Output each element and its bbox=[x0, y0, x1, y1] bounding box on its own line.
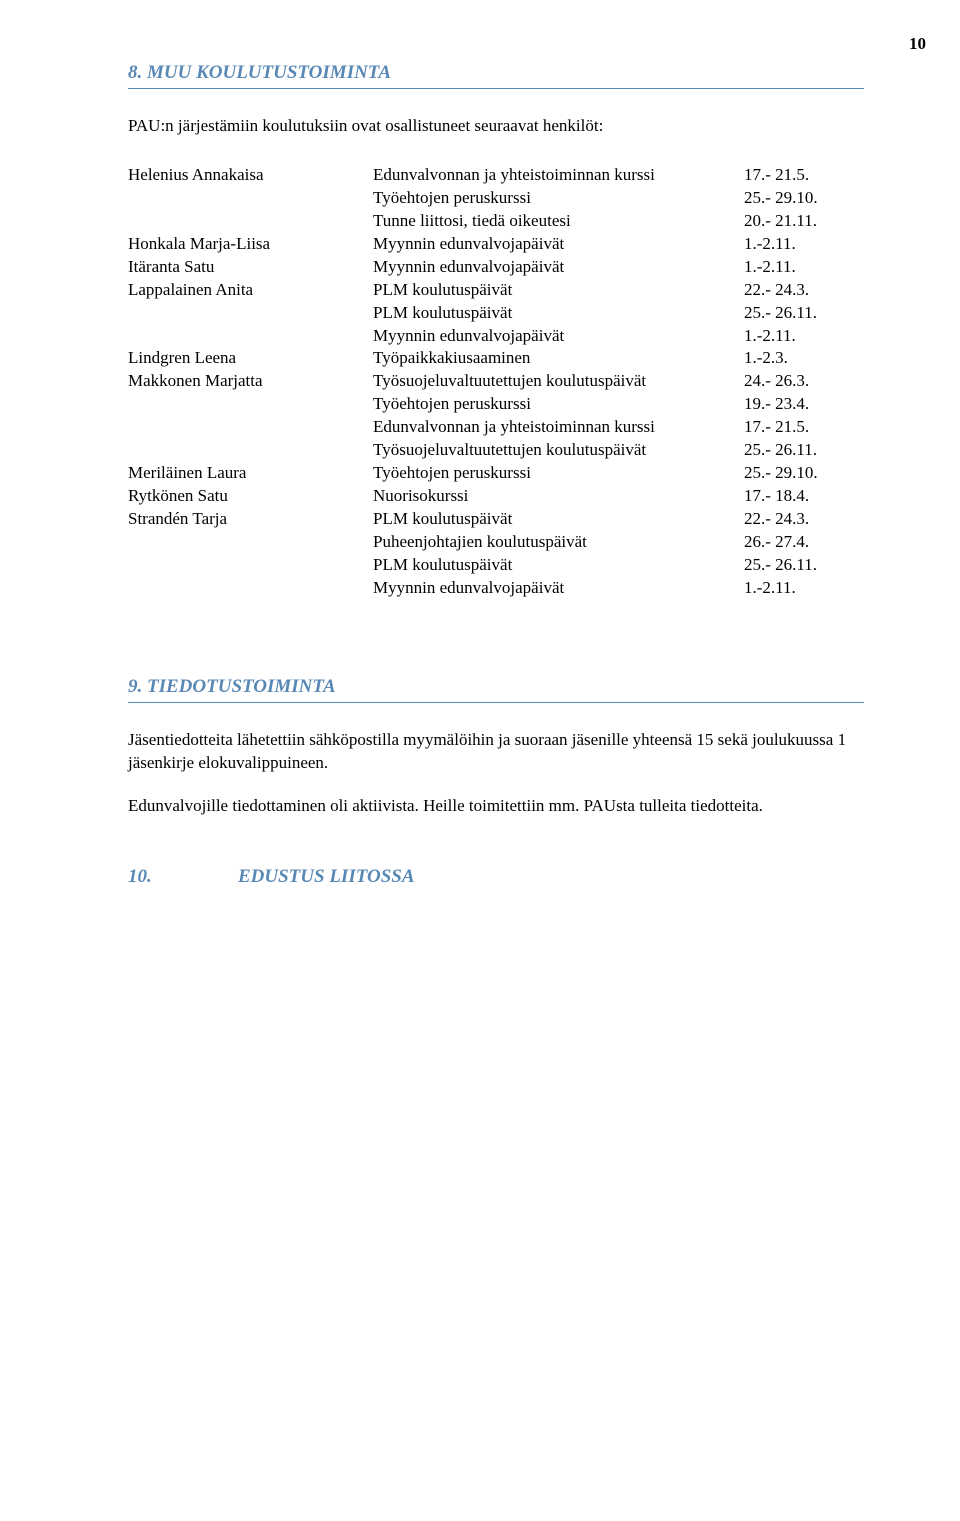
cell-event: Edunvalvonnan ja yhteistoiminnan kurssi bbox=[373, 416, 744, 439]
cell-name: Rytkönen Satu bbox=[128, 485, 373, 508]
section10-title: EDUSTUS LIITOSSA bbox=[238, 866, 415, 887]
cell-date: 20.- 21.11. bbox=[744, 210, 864, 233]
cell-name bbox=[128, 210, 373, 233]
training-table: Helenius AnnakaisaEdunvalvonnan ja yhtei… bbox=[128, 164, 864, 600]
cell-name bbox=[128, 393, 373, 416]
section8-heading: 8. MUU KOULUTUSTOIMINTA bbox=[128, 34, 864, 84]
cell-date: 26.- 27.4. bbox=[744, 531, 864, 554]
cell-name bbox=[128, 187, 373, 210]
cell-date: 25.- 29.10. bbox=[744, 462, 864, 485]
cell-date: 22.- 24.3. bbox=[744, 279, 864, 302]
page-number: 10 bbox=[909, 34, 926, 54]
cell-date: 25.- 26.11. bbox=[744, 554, 864, 577]
section10-number: 10. bbox=[128, 866, 238, 888]
cell-event: Työehtojen peruskurssi bbox=[373, 393, 744, 416]
section9-para2: Edunvalvojille tiedottaminen oli aktiivi… bbox=[128, 795, 864, 818]
cell-name: Helenius Annakaisa bbox=[128, 164, 373, 187]
cell-event: PLM koulutuspäivät bbox=[373, 302, 744, 325]
cell-name bbox=[128, 554, 373, 577]
section9-rule bbox=[128, 702, 864, 703]
cell-event: Myynnin edunvalvojapäivät bbox=[373, 577, 744, 600]
cell-name bbox=[128, 302, 373, 325]
cell-event: Tunne liittosi, tiedä oikeutesi bbox=[373, 210, 744, 233]
cell-date: 25.- 26.11. bbox=[744, 302, 864, 325]
cell-event: PLM koulutuspäivät bbox=[373, 554, 744, 577]
section10-heading: 10.EDUSTUS LIITOSSA bbox=[128, 866, 864, 888]
section9-heading: 9. TIEDOTUSTOIMINTA bbox=[128, 648, 864, 698]
cell-event: PLM koulutuspäivät bbox=[373, 279, 744, 302]
cell-date: 1.-2.11. bbox=[744, 577, 864, 600]
table-row: Itäranta SatuMyynnin edunvalvojapäivät1.… bbox=[128, 256, 864, 279]
table-row: Tunne liittosi, tiedä oikeutesi20.- 21.1… bbox=[128, 210, 864, 233]
table-row: Strandén TarjaPLM koulutuspäivät22.- 24.… bbox=[128, 508, 864, 531]
cell-name: Lindgren Leena bbox=[128, 347, 373, 370]
cell-name: Lappalainen Anita bbox=[128, 279, 373, 302]
cell-event: Työpaikkakiusaaminen bbox=[373, 347, 744, 370]
cell-event: Työehtojen peruskurssi bbox=[373, 462, 744, 485]
table-row: PLM koulutuspäivät25.- 26.11. bbox=[128, 554, 864, 577]
cell-event: Työsuojeluvaltuutettujen koulutuspäivät bbox=[373, 370, 744, 393]
table-row: Honkala Marja-LiisaMyynnin edunvalvojapä… bbox=[128, 233, 864, 256]
cell-date: 1.-2.11. bbox=[744, 256, 864, 279]
table-row: Työsuojeluvaltuutettujen koulutuspäivät2… bbox=[128, 439, 864, 462]
cell-name bbox=[128, 416, 373, 439]
cell-event: Työehtojen peruskurssi bbox=[373, 187, 744, 210]
cell-date: 22.- 24.3. bbox=[744, 508, 864, 531]
table-row: Meriläinen LauraTyöehtojen peruskurssi25… bbox=[128, 462, 864, 485]
cell-date: 25.- 26.11. bbox=[744, 439, 864, 462]
cell-name: Strandén Tarja bbox=[128, 508, 373, 531]
cell-date: 19.- 23.4. bbox=[744, 393, 864, 416]
spacer bbox=[128, 600, 864, 648]
cell-date: 1.-2.11. bbox=[744, 233, 864, 256]
table-row: Puheenjohtajien koulutuspäivät26.- 27.4. bbox=[128, 531, 864, 554]
table-row: Myynnin edunvalvojapäivät1.-2.11. bbox=[128, 325, 864, 348]
cell-event: Puheenjohtajien koulutuspäivät bbox=[373, 531, 744, 554]
cell-name: Makkonen Marjatta bbox=[128, 370, 373, 393]
cell-date: 1.-2.3. bbox=[744, 347, 864, 370]
table-row: Myynnin edunvalvojapäivät1.-2.11. bbox=[128, 577, 864, 600]
table-row: Edunvalvonnan ja yhteistoiminnan kurssi1… bbox=[128, 416, 864, 439]
cell-event: PLM koulutuspäivät bbox=[373, 508, 744, 531]
table-row: Lindgren LeenaTyöpaikkakiusaaminen1.-2.3… bbox=[128, 347, 864, 370]
table-row: Helenius AnnakaisaEdunvalvonnan ja yhtei… bbox=[128, 164, 864, 187]
section8-intro: PAU:n järjestämiin koulutuksiin ovat osa… bbox=[128, 115, 864, 138]
cell-date: 17.- 18.4. bbox=[744, 485, 864, 508]
cell-date: 1.-2.11. bbox=[744, 325, 864, 348]
cell-date: 25.- 29.10. bbox=[744, 187, 864, 210]
cell-name: Meriläinen Laura bbox=[128, 462, 373, 485]
cell-event: Nuorisokurssi bbox=[373, 485, 744, 508]
cell-name bbox=[128, 577, 373, 600]
cell-name bbox=[128, 439, 373, 462]
cell-event: Myynnin edunvalvojapäivät bbox=[373, 325, 744, 348]
section9-para1: Jäsentiedotteita lähetettiin sähköpostil… bbox=[128, 729, 864, 775]
cell-date: 17.- 21.5. bbox=[744, 164, 864, 187]
table-row: PLM koulutuspäivät25.- 26.11. bbox=[128, 302, 864, 325]
cell-event: Edunvalvonnan ja yhteistoiminnan kurssi bbox=[373, 164, 744, 187]
cell-date: 17.- 21.5. bbox=[744, 416, 864, 439]
cell-event: Myynnin edunvalvojapäivät bbox=[373, 256, 744, 279]
table-row: Rytkönen SatuNuorisokurssi17.- 18.4. bbox=[128, 485, 864, 508]
cell-name bbox=[128, 531, 373, 554]
table-row: Lappalainen AnitaPLM koulutuspäivät22.- … bbox=[128, 279, 864, 302]
table-row: Työehtojen peruskurssi25.- 29.10. bbox=[128, 187, 864, 210]
cell-event: Työsuojeluvaltuutettujen koulutuspäivät bbox=[373, 439, 744, 462]
cell-name: Honkala Marja-Liisa bbox=[128, 233, 373, 256]
section8-rule bbox=[128, 88, 864, 89]
cell-event: Myynnin edunvalvojapäivät bbox=[373, 233, 744, 256]
table-row: Makkonen MarjattaTyösuojeluvaltuutettuje… bbox=[128, 370, 864, 393]
table-row: Työehtojen peruskurssi19.- 23.4. bbox=[128, 393, 864, 416]
page: 10 8. MUU KOULUTUSTOIMINTA PAU:n järjest… bbox=[0, 0, 960, 1521]
cell-name bbox=[128, 325, 373, 348]
cell-date: 24.- 26.3. bbox=[744, 370, 864, 393]
cell-name: Itäranta Satu bbox=[128, 256, 373, 279]
